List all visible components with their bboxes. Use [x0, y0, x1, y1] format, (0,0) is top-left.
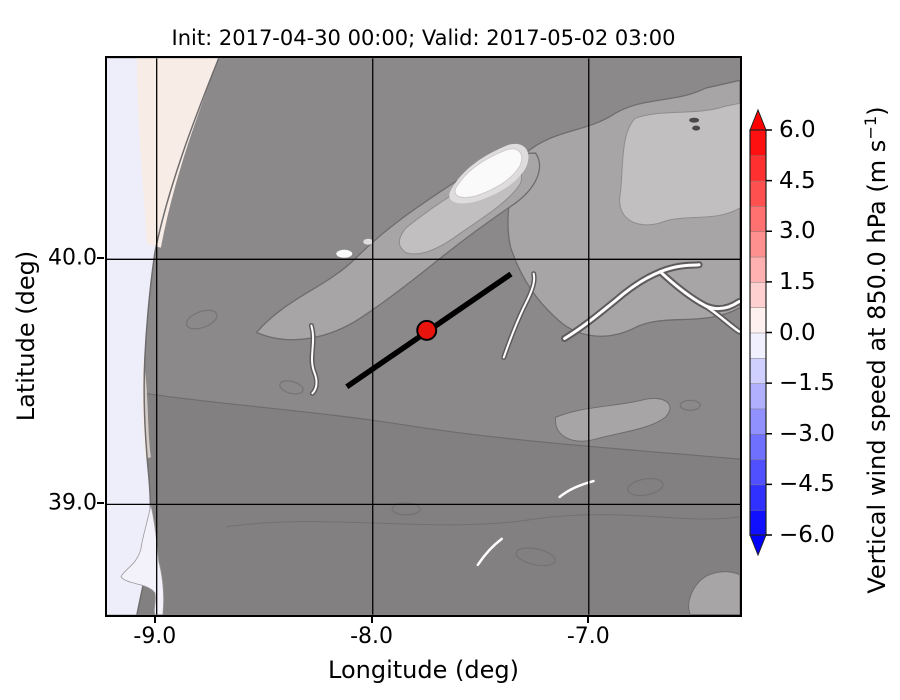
map-canvas	[107, 58, 740, 615]
rivers	[308, 261, 740, 567]
colorbar	[749, 108, 772, 557]
colorbar-tick-label: 3.0	[779, 218, 816, 245]
x-tick-mark	[153, 616, 156, 623]
colorbar-segment	[749, 180, 767, 207]
terrain-white-spot	[363, 238, 374, 245]
x-tick-label: -8.0	[350, 624, 394, 649]
colorbar-segment	[749, 129, 767, 157]
colorbar-segment	[749, 256, 767, 283]
colorbar-segment	[749, 408, 767, 435]
x-tick-label: -9.0	[133, 624, 177, 649]
plot-title: Init: 2017-04-30 00:00; Valid: 2017-05-0…	[171, 26, 676, 50]
contour-line	[107, 386, 740, 460]
colorbar-segment	[749, 231, 767, 258]
overlays	[345, 271, 513, 389]
terrain-right-patch	[555, 397, 671, 442]
graticule	[107, 58, 740, 615]
colorbar-tick-label: −6.0	[779, 522, 835, 548]
colorbar-tick-label: −3.0	[779, 420, 835, 447]
colorbar-tick-label: −1.5	[779, 370, 835, 397]
terrain-white-spot	[336, 249, 353, 258]
small-dark-marks	[689, 117, 701, 131]
y-tick-mark	[97, 502, 104, 505]
colorbar-arrow-down	[749, 534, 767, 557]
colorbar-segment	[749, 433, 767, 460]
terrain-dark-south	[107, 387, 740, 615]
colorbar-arrow-up	[749, 108, 767, 131]
colorbar-label-superscript: −1	[861, 115, 880, 140]
estuary	[120, 504, 165, 615]
y-axis-label: Latitude (deg)	[12, 250, 40, 422]
map-plot-area	[105, 56, 742, 617]
x-tick-mark	[370, 616, 373, 623]
colorbar-segment	[749, 509, 767, 536]
x-tick-mark	[587, 616, 590, 623]
colorbar-tick-label: 4.5	[779, 167, 816, 194]
colorbar-segment	[749, 205, 767, 232]
colorbar-tick-label: 0.0	[779, 319, 816, 346]
colorbar-segment	[749, 458, 767, 486]
ocean-pink-patch	[136, 58, 219, 248]
ocean	[107, 58, 219, 615]
colorbar-tick-label: 1.5	[779, 268, 816, 295]
y-tick-label: 39.0	[48, 490, 97, 516]
y-tick-label: 40.0	[48, 245, 97, 271]
x-tick-label: -7.0	[566, 624, 610, 649]
terrain-ne-core	[619, 102, 740, 226]
colorbar-tick-label: −4.5	[779, 471, 835, 498]
coastline	[136, 58, 220, 615]
x-axis-label: Longitude (deg)	[328, 656, 519, 684]
colorbar-segment	[749, 484, 767, 511]
colorbar-segment	[749, 382, 767, 410]
colorbar-tick-label: 6.0	[779, 117, 816, 143]
colorbar-segment	[749, 155, 767, 182]
colorbar-segment	[749, 332, 767, 359]
colorbar-segment	[749, 281, 767, 308]
terrain-peak-white	[454, 148, 523, 198]
colorbar-segment	[749, 306, 767, 334]
contour-line	[226, 514, 740, 528]
colorbar-label-close: )	[863, 106, 891, 116]
y-tick-mark	[97, 256, 104, 259]
colorbar-label: Vertical wind speed at 850.0 hPa (m s−1)	[861, 106, 891, 593]
colorbar-label-text: Vertical wind speed at 850.0 hPa (m s	[863, 139, 891, 594]
location-marker	[416, 319, 438, 341]
colorbar-segment	[749, 357, 767, 384]
terrain-br-patch	[688, 571, 740, 615]
